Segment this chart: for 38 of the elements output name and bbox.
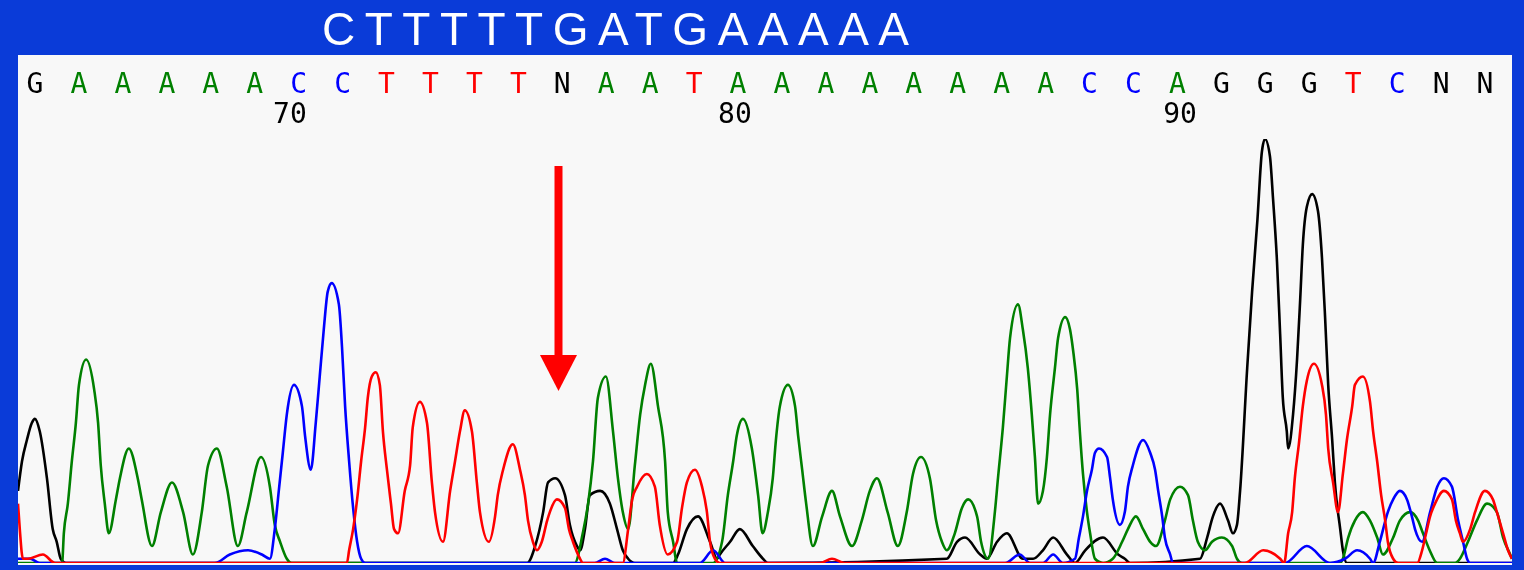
text: A	[817, 67, 835, 100]
chart-title: CTTTTTGATGAAAAA	[322, 3, 919, 55]
text: C	[1388, 67, 1406, 100]
text: A	[861, 67, 879, 100]
text: C	[334, 67, 352, 100]
text: G	[1300, 67, 1318, 100]
text: G	[26, 67, 44, 100]
text: A	[905, 67, 923, 100]
text: G	[1212, 67, 1230, 100]
text: T	[422, 67, 440, 100]
text: T	[378, 67, 396, 100]
text: A	[70, 67, 88, 100]
text: A	[949, 67, 967, 100]
x-tick-label: 90	[1163, 97, 1197, 130]
text: C	[1081, 67, 1098, 100]
text: A	[597, 67, 615, 100]
text: A	[729, 67, 747, 100]
text: C	[1125, 67, 1142, 100]
text: T	[1344, 67, 1362, 100]
text: A	[158, 67, 176, 100]
text: A	[993, 67, 1011, 100]
text: T	[685, 67, 703, 100]
text: N	[1476, 67, 1494, 100]
text: N	[1432, 67, 1450, 100]
text: T	[465, 67, 483, 100]
x-tick-label: 80	[718, 97, 752, 130]
text: A	[1037, 67, 1055, 100]
text: A	[1168, 67, 1186, 100]
text: A	[641, 67, 659, 100]
text: A	[202, 67, 220, 100]
text: G	[1256, 67, 1274, 100]
text: A	[773, 67, 791, 100]
text: N	[553, 67, 571, 100]
text: C	[290, 67, 308, 100]
x-tick-label: 70	[273, 97, 307, 130]
text: A	[246, 67, 264, 100]
text: T	[509, 67, 527, 100]
text: A	[114, 67, 132, 100]
